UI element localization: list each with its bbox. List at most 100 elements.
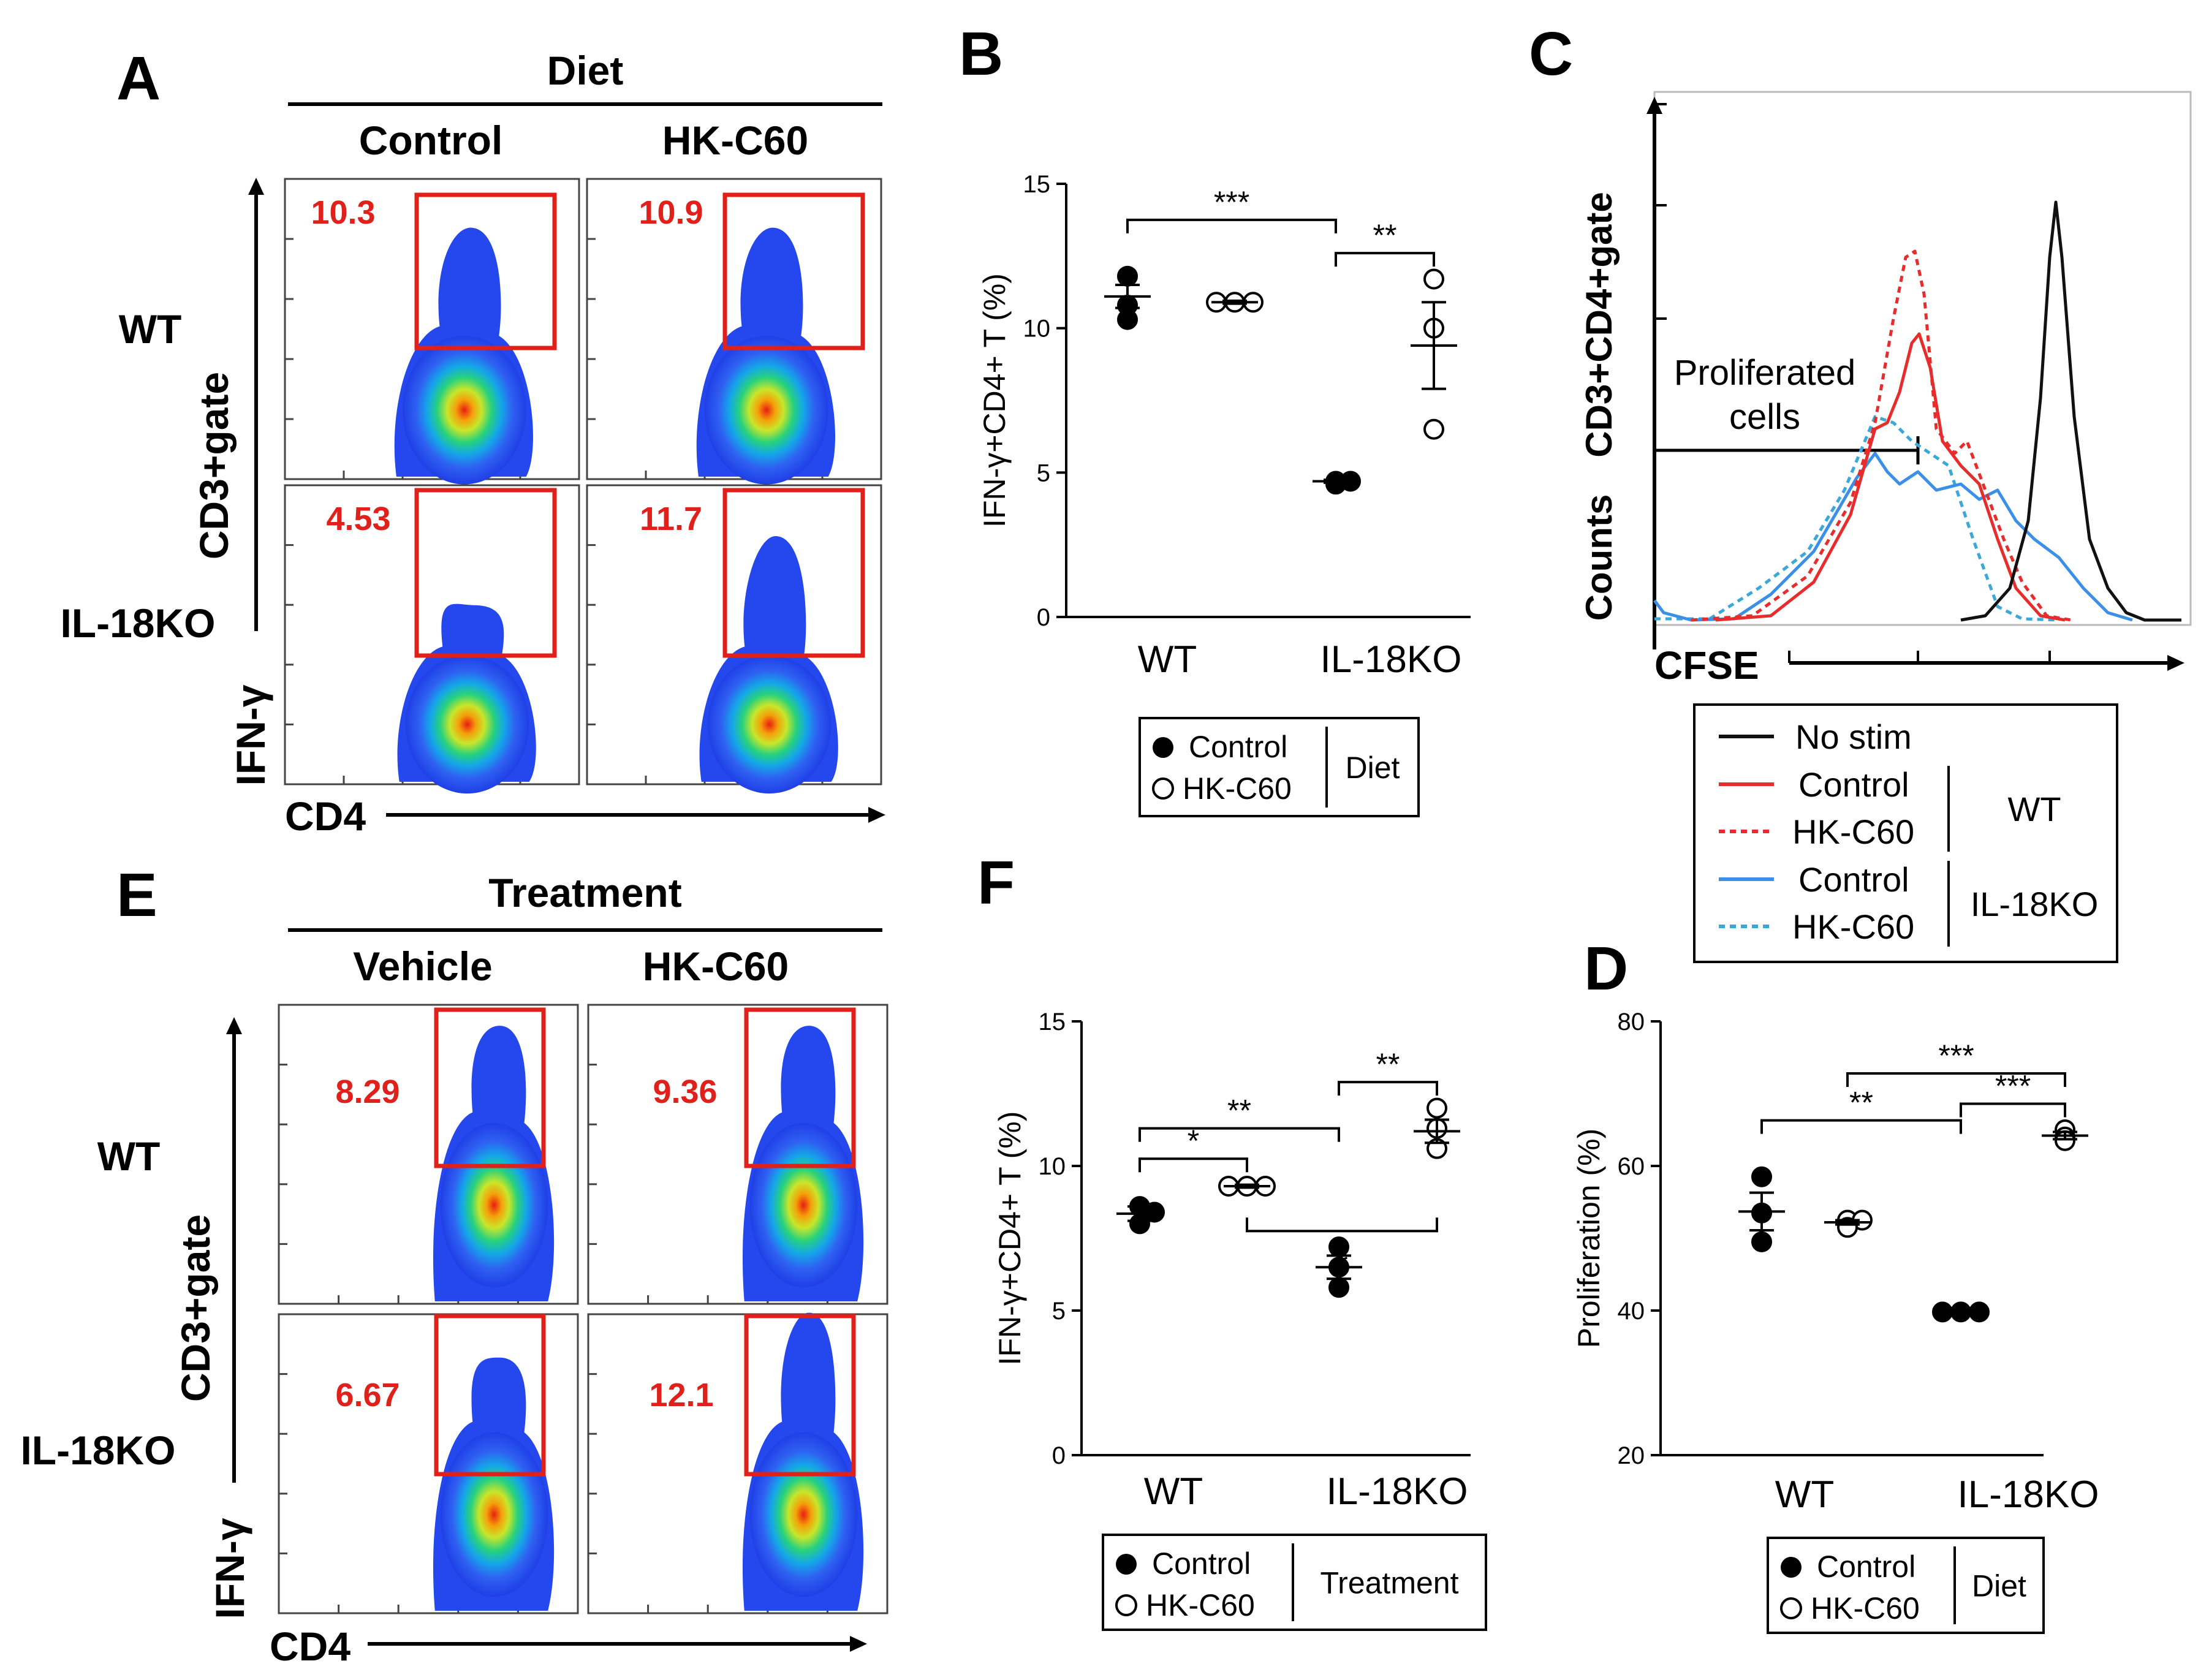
group-label: IL-18KO xyxy=(1958,1474,2099,1516)
data-point xyxy=(1427,1097,1447,1119)
flow-gate-percentage: 9.36 xyxy=(653,1073,717,1110)
histogram-curve-control-wt xyxy=(1715,332,2066,622)
panel-e-x-arrowhead xyxy=(850,1636,867,1652)
significance-label: ** xyxy=(1376,1047,1400,1081)
flow-density-core xyxy=(403,336,526,485)
legend-hk-wt-label: HK-C60 xyxy=(1792,812,1914,851)
y-axis-label: Proliferation (%) xyxy=(1572,1129,1606,1348)
series-hk-c60-wt xyxy=(1218,1176,1276,1197)
histogram-y-label-bottom: Counts xyxy=(1578,494,1620,621)
y-tick-label: 0 xyxy=(1037,604,1050,631)
panel-e-row-label-2: IL-18KO xyxy=(20,1428,175,1473)
significance-bracket: *** xyxy=(1960,1069,2066,1118)
histogram-curve-hk-wt xyxy=(1691,249,2072,622)
significance-label: * xyxy=(1188,1124,1199,1158)
panel-e-y-arrowhead xyxy=(226,1017,242,1034)
series-control-wt xyxy=(1738,1166,1785,1252)
legend-hk-marker xyxy=(1780,1597,1802,1619)
y-tick-label: 5 xyxy=(1052,1298,1066,1325)
flow-gate xyxy=(722,488,865,658)
panel-e: E Treatment Vehicle HK-C60 WT IL-18KO CD… xyxy=(20,861,889,1669)
panel-e-x-label: CD4 xyxy=(270,1624,350,1669)
significance-bracket: ** xyxy=(1338,1047,1438,1096)
flow-density-core xyxy=(749,1122,858,1288)
panel-c: C CD3+CD4+gate Counts CFSE Proliferated … xyxy=(1529,20,2192,963)
flow-gate xyxy=(722,192,865,350)
flow-gate-percentage: 12.1 xyxy=(649,1377,713,1413)
significance-label: *** xyxy=(1214,185,1249,219)
legend-hk-label: HK-C60 xyxy=(1146,1588,1255,1622)
flow-density-core xyxy=(749,1432,858,1597)
y-tick-label: 10 xyxy=(1039,1153,1066,1180)
flow-gate xyxy=(434,1007,546,1168)
panel-a-gate-label: CD3+gate xyxy=(191,372,237,559)
series-hk-c60-il-18ko xyxy=(2042,1119,2088,1151)
bracket-line xyxy=(1338,1081,1438,1096)
panel-a-letter: A xyxy=(116,44,161,113)
panel-letter: B xyxy=(959,20,1003,88)
histogram-y-label-top: CD3+CD4+gate xyxy=(1578,192,1620,458)
histogram-x-arrowhead xyxy=(2167,655,2184,671)
flow-density-core xyxy=(440,1122,548,1288)
panel-a-y-arrowhead xyxy=(248,178,264,195)
legend-control-marker xyxy=(1153,737,1173,758)
flow-gate-percentage: 4.53 xyxy=(326,501,390,537)
data-point xyxy=(1423,268,1444,290)
bracket-line xyxy=(1139,1127,1340,1142)
flow-plot: 4.53 xyxy=(284,484,580,794)
legend-factor-label: Diet xyxy=(1346,751,1400,785)
series-hk-c60-il-18ko xyxy=(1411,268,1457,440)
significance-bracket: ** xyxy=(1139,1094,1340,1142)
histogram-curve-control-ko xyxy=(1653,452,2133,622)
bracket-line xyxy=(1960,1102,2066,1118)
series-hk-c60-il-18ko xyxy=(1414,1097,1460,1159)
flow-plots-e: 8.29 9.36 6.67 12.1 xyxy=(278,1004,889,1614)
bracket-line xyxy=(1246,1217,1438,1233)
group-label: WT xyxy=(1144,1470,1203,1513)
data-point xyxy=(1751,1166,1772,1187)
group-label: IL-18KO xyxy=(1320,638,1462,681)
flow-gate xyxy=(744,1314,856,1477)
scatter-legend: Control HK-C60 Diet xyxy=(1767,1537,2045,1634)
histogram-x-label: CFSE xyxy=(1654,643,1759,687)
panel-a-group-label: Diet xyxy=(547,48,624,93)
y-tick-label: 60 xyxy=(1618,1153,1645,1180)
flow-gate-percentage: 10.9 xyxy=(638,194,703,231)
flow-gate-percentage: 11.7 xyxy=(640,501,702,537)
flow-plot: 12.1 xyxy=(587,1312,889,1614)
bracket-line xyxy=(1126,218,1337,233)
significance-bracket: *** xyxy=(1846,1039,2066,1087)
legend-control-marker xyxy=(1116,1554,1137,1575)
flow-density-core xyxy=(705,336,828,485)
legend-control-marker xyxy=(1781,1557,1802,1578)
scatter-legend: Control HK-C60 Treatment xyxy=(1102,1534,1487,1631)
y-tick-label: 10 xyxy=(1023,316,1051,342)
flow-density-core xyxy=(707,655,832,794)
panel-a-col-label-1: Control xyxy=(359,118,503,163)
panel-a-row-label-1: WT xyxy=(119,306,182,352)
legend-ko-label: IL-18KO xyxy=(1971,885,2099,923)
y-tick-label: 20 xyxy=(1618,1442,1645,1469)
data-point xyxy=(1117,309,1138,330)
y-tick-label: 15 xyxy=(1023,171,1051,198)
panel-e-col-label-1: Vehicle xyxy=(353,944,493,989)
flow-gate-percentage: 10.3 xyxy=(311,194,375,231)
group-label: WT xyxy=(1138,638,1197,681)
y-tick-label: 40 xyxy=(1618,1298,1645,1325)
legend-hk-label: HK-C60 xyxy=(1811,1591,1920,1625)
significance-bracket: * xyxy=(1246,1217,1438,1282)
flow-plot: 8.29 xyxy=(278,1004,579,1305)
histogram-annotation-line2: cells xyxy=(1729,397,1800,437)
panel-e-group-label: Treatment xyxy=(488,870,681,915)
significance-label: ** xyxy=(1849,1086,1873,1120)
legend-box xyxy=(1139,717,1420,817)
histogram-curve-hk-ko xyxy=(1654,415,2059,622)
histogram-annotation-line1: Proliferated xyxy=(1674,353,1856,393)
data-point xyxy=(1117,265,1138,287)
histogram-curve-nostim xyxy=(1960,200,2181,622)
panel-a: A Diet Control HK-C60 WT IL-18KO CD3+gat… xyxy=(60,44,885,839)
flow-gate-percentage: 8.29 xyxy=(335,1073,400,1110)
